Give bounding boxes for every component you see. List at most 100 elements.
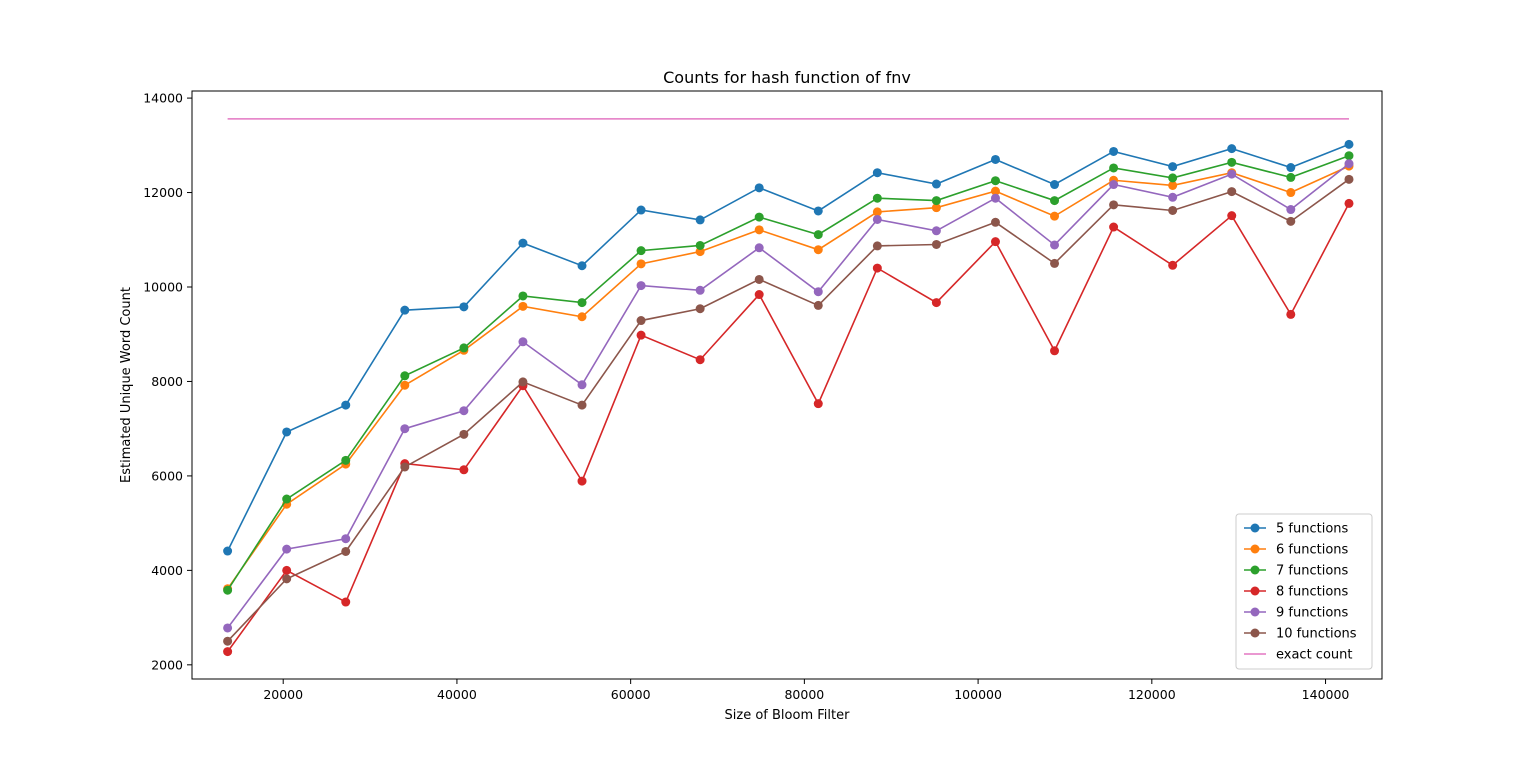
legend-swatch-marker [1250,523,1260,533]
x-tick-label: 120000 [1128,687,1176,702]
x-tick-label: 80000 [784,687,824,702]
y-tick-label: 6000 [151,468,183,483]
legend-item: 5 functions [1244,522,1349,537]
data-point [341,534,351,544]
y-tick-label: 2000 [151,657,183,672]
series-4 [223,159,1354,633]
data-point [518,238,528,248]
data-point [223,585,233,595]
legend-item: 10 functions [1244,627,1357,642]
data-point [1227,211,1237,221]
data-point [341,546,351,556]
data-point [1286,205,1296,215]
series-line [226,143,1350,552]
data-point [577,312,587,322]
legend: 5 functions 6 functions 7 functions 8 funct… [1235,513,1373,670]
data-point [990,193,1000,203]
legend-item: exact count [1244,648,1352,663]
data-point [459,343,469,353]
data-point [813,300,823,310]
data-point [872,214,882,224]
y-tick-label: 10000 [143,280,183,295]
data-point [1168,260,1178,270]
data-point [1227,187,1237,197]
data-point [636,246,646,256]
legend-label: 5 functions [1276,522,1349,537]
data-point [518,301,528,311]
data-point [813,399,823,409]
plot-frame [191,90,1383,680]
data-point [459,406,469,416]
data-point [1050,211,1060,221]
legend-swatch-marker [1250,607,1260,617]
data-point [695,285,705,295]
legend-swatch-marker [1250,565,1260,575]
data-point [695,240,705,250]
data-point [636,205,646,215]
data-point [518,291,528,301]
data-point [1168,173,1178,183]
data-point [1286,172,1296,182]
data-point [223,546,233,556]
data-point [577,476,587,486]
x-tick-label: 40000 [437,687,477,702]
data-point [400,462,410,472]
data-point [636,330,646,340]
data-point [1109,163,1119,173]
series-0 [223,139,1354,556]
data-point [990,186,1000,196]
x-tick-label: 140000 [1302,687,1350,702]
legend-label: 7 functions [1276,564,1349,579]
legend-swatch-marker [1250,544,1260,554]
data-point [518,377,528,387]
data-point [754,225,764,235]
legend-label: 6 functions [1276,543,1349,558]
data-point [341,400,351,410]
data-point [1050,240,1060,250]
y-axis-label: Estimated Unique Word Count [119,287,134,483]
data-point [1344,174,1354,184]
data-point [1050,346,1060,356]
series-3 [223,198,1354,657]
data-point [400,380,410,390]
data-point [282,427,292,437]
data-point [1344,159,1354,169]
data-point [990,217,1000,227]
data-point [872,241,882,251]
data-point [931,196,941,206]
data-point [400,371,410,381]
data-point [636,259,646,269]
data-point [636,281,646,291]
data-point [1286,309,1296,319]
data-point [1344,151,1354,161]
data-point [1227,169,1237,179]
series-line [226,163,1350,629]
legend-item: 6 functions [1244,543,1349,558]
data-point [282,574,292,584]
data-point [931,298,941,308]
data-point [1109,200,1119,210]
y-tick-label: 4000 [151,563,183,578]
data-point [1286,188,1296,198]
data-point [754,243,764,253]
data-point [813,287,823,297]
legend-label: 8 functions [1276,585,1349,600]
data-point [813,245,823,255]
series-line [227,178,1350,642]
y-tick-label: 14000 [143,91,183,106]
data-point [990,237,1000,247]
data-point [282,565,292,575]
series-line [226,203,1350,653]
chart-title: Counts for hash function of fnv [663,68,911,87]
data-point [459,429,469,439]
data-point [1050,196,1060,206]
data-point [872,263,882,273]
data-point [282,544,292,554]
data-point [813,230,823,240]
data-point [1050,258,1060,268]
legend-swatch-marker [1250,586,1260,596]
data-point [1050,180,1060,190]
data-point [1168,192,1178,202]
series-line [226,165,1350,590]
